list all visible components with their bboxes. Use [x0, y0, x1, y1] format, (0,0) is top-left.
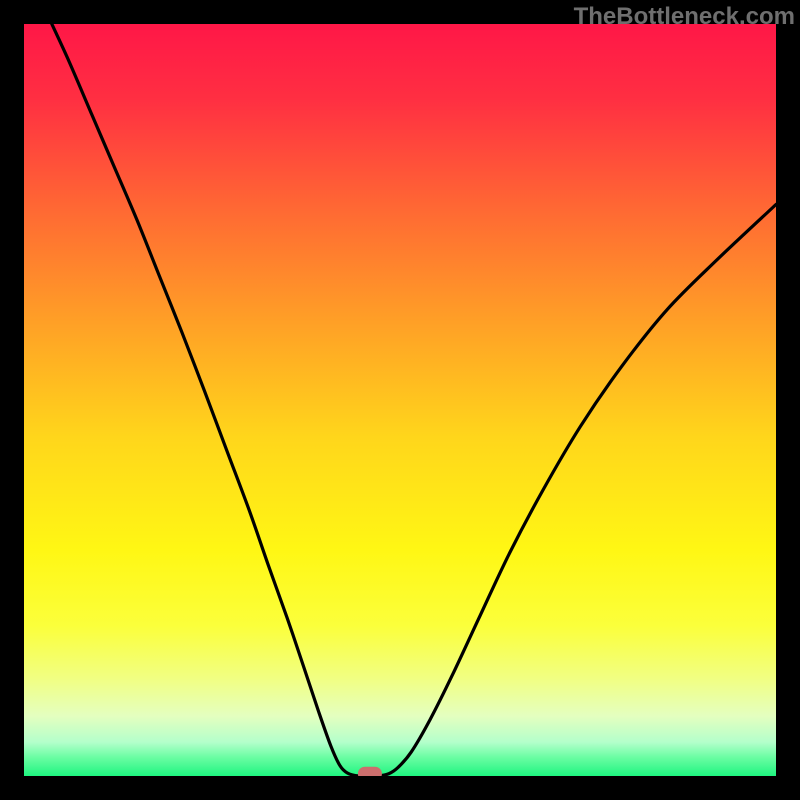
optimal-marker [358, 767, 382, 776]
plot-svg [24, 24, 776, 776]
plot-area [24, 24, 776, 776]
plot-background [24, 24, 776, 776]
watermark-text: TheBottleneck.com [574, 3, 795, 31]
